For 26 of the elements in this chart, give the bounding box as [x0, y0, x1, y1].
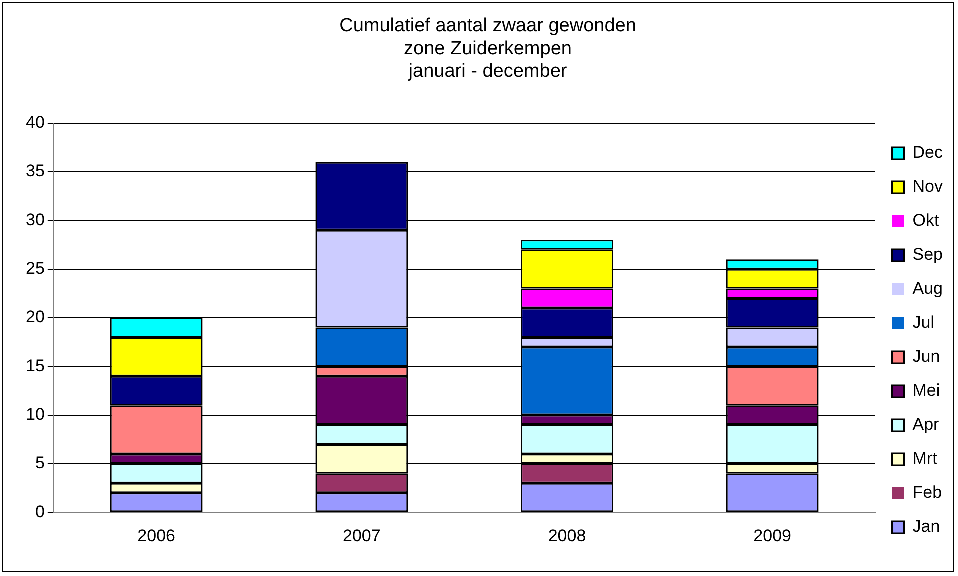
- y-tick-label: 25: [26, 259, 45, 278]
- legend-label: Jun: [912, 347, 940, 366]
- legend-label: Apr: [912, 415, 940, 434]
- legend-label: Sep: [912, 245, 943, 264]
- legend-label: Mrt: [912, 449, 938, 468]
- chart-title: Cumulatief aantal zwaar gewonden zone Zuiderkempen januari - december: [340, 16, 636, 82]
- y-tick-label: 20: [26, 308, 45, 327]
- y-tick-label: 40: [26, 113, 45, 132]
- legend-label: Jul: [912, 313, 934, 332]
- legend-label: Mei: [912, 381, 940, 400]
- legend-label: Feb: [912, 483, 942, 502]
- y-tick-label: 0: [35, 502, 45, 522]
- y-tick-label: 5: [35, 454, 45, 473]
- x-tick-label: 2007: [343, 526, 381, 546]
- legend-label: Nov: [912, 177, 944, 196]
- y-tick-label: 30: [26, 210, 45, 230]
- legend-label: Okt: [912, 211, 940, 230]
- y-tick-label: 15: [26, 356, 45, 376]
- y-tick-label: 35: [26, 162, 45, 181]
- x-tick-label: 2008: [548, 526, 586, 546]
- legend-label: Dec: [912, 143, 944, 162]
- x-tick-label: 2009: [754, 526, 792, 546]
- y-tick-label: 10: [26, 404, 45, 424]
- x-tick-label: 2006: [138, 526, 176, 546]
- legend-label: Jan: [912, 517, 940, 536]
- legend-label: Aug: [912, 279, 943, 298]
